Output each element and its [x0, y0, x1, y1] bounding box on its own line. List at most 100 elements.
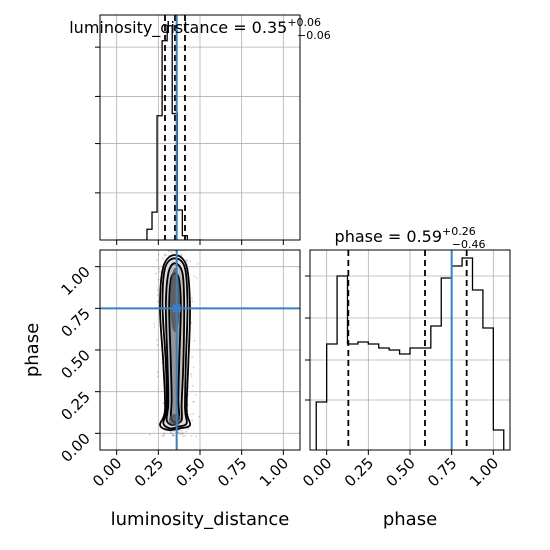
sample-point-166 — [157, 278, 160, 281]
sample-point-139 — [180, 429, 183, 432]
bl-ytick-label-4: 1.00 — [57, 263, 93, 299]
sample-point-554 — [197, 416, 200, 418]
sample-point-317 — [165, 254, 168, 256]
luminosity-distance-title-upper: +0.06 — [287, 16, 321, 29]
phase-bar-2 — [337, 276, 347, 450]
sample-point-41 — [162, 434, 165, 437]
sample-point-198 — [196, 263, 199, 265]
sample-point-411 — [192, 400, 195, 403]
sample-point-386 — [181, 431, 184, 434]
bl-ytick-label-3: 0.75 — [57, 304, 93, 340]
sample-point-624 — [193, 339, 196, 342]
phase-title-lower: −0.46 — [452, 238, 486, 251]
sample-point-267 — [191, 385, 194, 387]
bl-xtick-label-0: 0.00 — [89, 454, 125, 490]
sample-point-27 — [161, 257, 164, 260]
sample-point-417 — [181, 432, 184, 435]
phase-bar-6 — [379, 348, 389, 450]
sample-point-392 — [162, 402, 165, 404]
sample-point-399 — [163, 254, 166, 257]
phase-x-axis-label: phase — [383, 509, 437, 530]
sample-point-507 — [190, 375, 193, 378]
sample-point-112 — [189, 413, 192, 416]
bottom-right-panel: 0.00 0.25 0.50 0.75 1.00 phase = 0.59+0.26 −0… — [299, 225, 511, 530]
phase-bar-12 — [441, 278, 451, 450]
sample-point-636 — [163, 253, 166, 255]
sample-point-398 — [158, 270, 161, 273]
sample-point-151 — [173, 434, 176, 437]
sample-point-691 — [156, 294, 159, 297]
sample-point-420 — [192, 400, 195, 403]
bl-ytick-label-2: 0.50 — [57, 346, 93, 382]
density-core-lower — [169, 414, 181, 426]
sample-point-594 — [163, 432, 166, 434]
phase-quantiles — [347, 250, 468, 450]
luminosity-distance-step-outline — [116, 25, 203, 240]
sample-point-167 — [169, 430, 172, 433]
sample-point-258 — [155, 338, 158, 341]
sample-point-601 — [193, 275, 195, 277]
bl-xtick-label-3: 0.75 — [214, 454, 250, 490]
sample-point-497 — [171, 434, 174, 437]
sample-point-21 — [172, 434, 175, 437]
bl-xtick-label-1: 0.25 — [131, 454, 167, 490]
bottom-left-grid — [100, 250, 300, 450]
sample-point-131 — [191, 356, 194, 358]
sample-point-419 — [155, 259, 158, 262]
sample-point-390 — [156, 375, 159, 378]
sample-point-350 — [182, 435, 185, 438]
sample-point-383 — [191, 419, 194, 422]
bl-ytick-label-1: 0.25 — [57, 388, 93, 424]
sample-point-571 — [185, 259, 188, 261]
phase-xtick-label-1: 0.25 — [341, 454, 377, 490]
phase-xtick-label-0: 0.00 — [299, 454, 335, 490]
phase-bar-15 — [473, 290, 483, 450]
phase-bar-11 — [431, 326, 441, 450]
bl-xtick-label-2: 0.50 — [172, 454, 208, 490]
luminosity-distance-bar-10 — [167, 26, 172, 240]
phase-bar-4 — [358, 342, 368, 450]
density-core-upper — [170, 268, 180, 332]
sample-point-642 — [187, 427, 190, 430]
sample-point-162 — [189, 260, 192, 262]
sample-point-234 — [156, 343, 159, 346]
luminosity-distance-bar-8 — [157, 116, 162, 240]
sample-point-434 — [191, 300, 194, 303]
sample-point-297 — [195, 276, 198, 279]
sample-point-38 — [172, 434, 174, 436]
sample-point-583 — [185, 430, 188, 433]
sample-point-175 — [170, 430, 173, 433]
phase-title-label: phase = 0.59 — [335, 227, 442, 246]
sample-point-261 — [195, 435, 198, 438]
sample-point-552 — [190, 373, 193, 376]
sample-point-72 — [157, 253, 160, 256]
sample-point-75 — [169, 250, 172, 253]
sample-point-132 — [158, 267, 161, 270]
sample-point-557 — [155, 272, 157, 275]
phase-bar-16 — [483, 328, 493, 450]
luminosity-distance-quantiles — [164, 15, 186, 240]
phase-bar-8 — [400, 354, 410, 450]
phase-bar-13 — [452, 266, 462, 450]
bottom-right-ticks: 0.00 0.25 0.50 0.75 1.00 — [299, 275, 502, 490]
bl-ytick-label-0: 0.00 — [57, 429, 93, 465]
y-axis-label: phase — [22, 323, 43, 377]
x-axis-label: luminosity_distance — [111, 509, 290, 530]
phase-bar-9 — [410, 348, 420, 450]
sample-point-228 — [194, 393, 197, 396]
sample-point-358 — [186, 260, 189, 263]
phase-title-upper: +0.26 — [442, 225, 476, 238]
truth-crosshair — [100, 250, 300, 450]
phase-bar-0 — [316, 402, 326, 450]
sample-point-400 — [190, 322, 193, 324]
luminosity-distance-title: luminosity_distance = 0.35+0.06 −0.06 — [69, 16, 331, 42]
luminosity-distance-histogram — [116, 25, 203, 240]
top-left-grid — [100, 15, 300, 240]
sample-point-302 — [156, 288, 159, 291]
sample-point-259 — [192, 413, 195, 415]
phase-bar-17 — [493, 430, 503, 450]
luminosity-distance-bar-12 — [177, 210, 182, 240]
luminosity-distance-title-lower: −0.06 — [297, 29, 331, 42]
luminosity-distance-bar-7 — [152, 212, 157, 240]
